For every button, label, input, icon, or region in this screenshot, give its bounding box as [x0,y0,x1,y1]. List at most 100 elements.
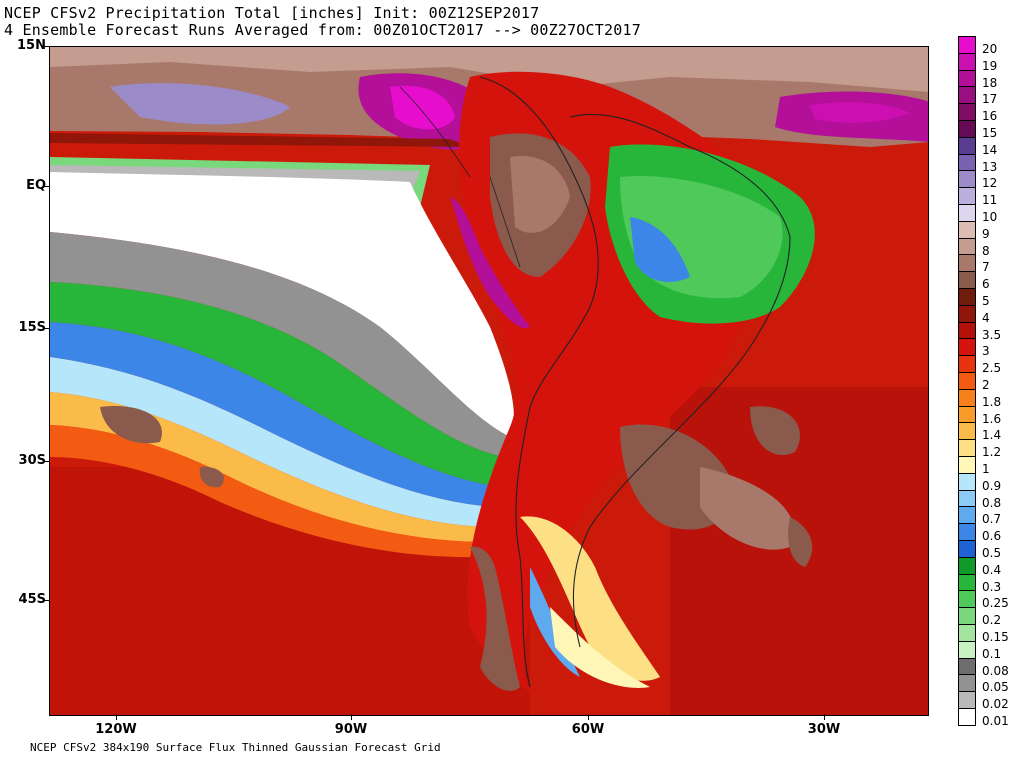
legend-swatch [958,388,976,407]
legend-label: 4 [982,310,990,325]
legend-entry: 12 [958,170,1020,189]
lat-label-30s: 30S [18,453,46,468]
legend-swatch [958,640,976,659]
legend-swatch [958,304,976,323]
lon-tick [824,714,825,720]
legend-label: 7 [982,260,990,275]
legend-swatch [958,405,976,424]
grid-description-footer: NCEP CFSv2 384x190 Surface Flux Thinned … [30,741,441,754]
legend-label: 3 [982,344,990,359]
legend-entry: 1.8 [958,388,1020,408]
legend-entry: 0.6 [958,523,1020,542]
legend-entry: 1.6 [958,405,1020,425]
legend-entry: 2.5 [958,355,1020,374]
legend-entry: 15 [958,120,1020,139]
legend-entry: 0.8 [958,489,1020,509]
lon-label-30w: 30W [807,722,841,737]
legend-swatch [958,489,976,508]
legend-swatch [958,355,976,373]
legend-entry: 20 [958,36,1020,55]
precipitation-map [49,46,929,716]
legend-swatch [958,708,976,726]
legend-label: 18 [982,75,998,90]
legend-label: 1.8 [982,394,1002,409]
legend-label: 0.8 [982,495,1002,510]
legend-swatch [958,187,976,205]
legend-swatch [958,254,976,273]
legend-label: 11 [982,193,998,208]
legend-swatch [958,506,976,525]
lon-tick [116,714,117,720]
lat-label-45s: 45S [18,592,46,607]
lat-label-15s: 15S [18,320,46,335]
legend-swatch [958,321,976,340]
legend-swatch [958,540,976,558]
map-title-line-2: 4 Ensemble Forecast Runs Averaged from: … [4,21,641,39]
legend-swatch [958,170,976,189]
legend-entry: 0.1 [958,640,1020,660]
legend-entry: 0.5 [958,540,1020,559]
legend-label: 0.4 [982,562,1002,577]
legend-label: 12 [982,176,998,191]
legend-swatch [958,120,976,138]
legend-entry: 9 [958,220,1020,240]
legend-label: 1.4 [982,428,1002,443]
legend-swatch [958,422,976,441]
legend-label: 19 [982,58,998,73]
legend-swatch [958,288,976,306]
legend-entry: 7 [958,254,1020,273]
legend-entry: 0.7 [958,506,1020,525]
legend-entry: 0.15 [958,624,1020,643]
legend-entry: 1.2 [958,439,1020,458]
legend-entry: 0.25 [958,590,1020,609]
legend-label: 15 [982,126,998,140]
legend-entry: 11 [958,187,1020,206]
legend-label: 0.2 [982,613,1002,628]
lat-label-15n: 15N [17,38,46,53]
legend-label: 5 [982,294,990,308]
legend-label: 0.6 [982,529,1002,544]
legend-entry: 19 [958,52,1020,72]
legend-label: 9 [982,226,990,241]
legend-entry: 16 [958,103,1020,122]
legend-label: 0.7 [982,512,1002,527]
legend-label: 10 [982,210,998,224]
lon-tick [351,714,352,720]
legend-label: 0.02 [982,697,1009,712]
lon-label-60w: 60W [571,722,605,737]
legend-label: 0.08 [982,663,1009,678]
legend-swatch [958,136,976,155]
legend-label: 0.3 [982,579,1002,594]
lat-label-eq: EQ [26,178,46,193]
legend-swatch [958,456,976,474]
legend-entry: 1.4 [958,422,1020,441]
legend-swatch [958,271,976,289]
legend-swatch [958,439,976,457]
lat-tick [44,328,50,329]
legend-label: 1 [982,462,990,476]
legend-swatch [958,590,976,609]
legend-swatch [958,220,976,239]
legend-entry: 0.01 [958,708,1020,727]
lat-tick [44,600,50,601]
legend-entry: 3.5 [958,321,1020,341]
legend-label: 0.25 [982,596,1009,611]
legend-swatch [958,624,976,642]
precipitation-field [50,47,928,715]
legend-label: 3.5 [982,327,1002,342]
legend-label: 1.6 [982,411,1002,426]
legend-entry: 8 [958,237,1020,257]
lat-tick [44,461,50,462]
legend-swatch [958,237,976,256]
legend-label: 6 [982,277,990,292]
legend-label: 16 [982,109,998,124]
legend-entry: 1 [958,456,1020,475]
legend-entry: 0.05 [958,674,1020,693]
legend-entry: 10 [958,204,1020,223]
legend-swatch [958,691,976,709]
legend-label: 20 [982,42,998,56]
legend-entry: 6 [958,271,1020,290]
legend-swatch [958,204,976,222]
legend-swatch [958,86,976,105]
legend-entry: 4 [958,304,1020,324]
